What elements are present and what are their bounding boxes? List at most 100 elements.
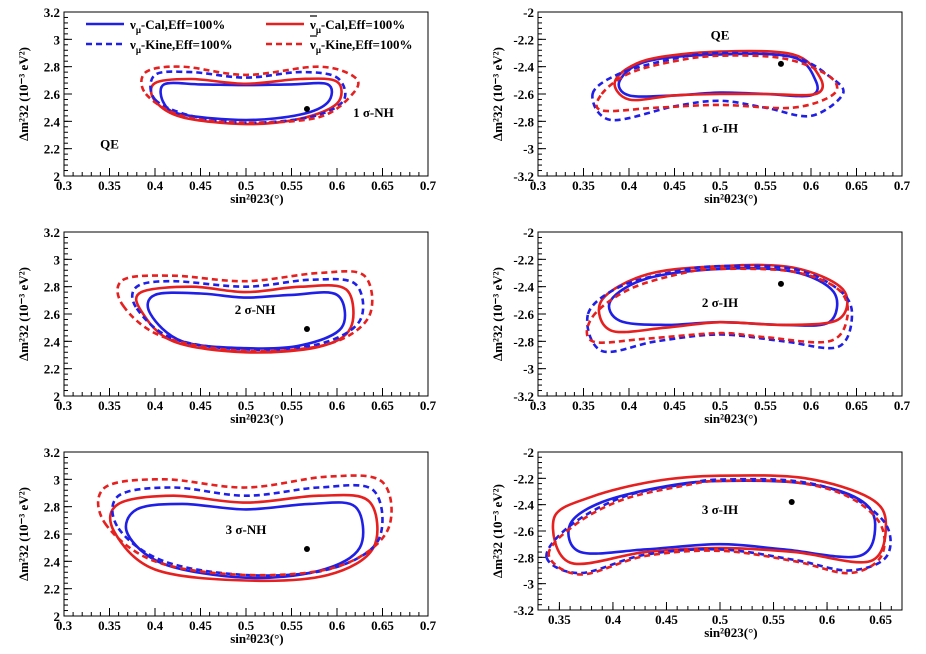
x-tick-label: 0.3	[56, 398, 73, 413]
x-tick-label: 0.6	[803, 178, 820, 193]
x-tick-label: 0.7	[894, 398, 911, 413]
x-tick-label: 0.45	[189, 178, 212, 193]
y-tick-label: 3.2	[44, 445, 60, 460]
x-tick-label: 0.5	[712, 178, 729, 193]
y-axis-label: Δm²32 (10⁻³ eV²)	[490, 47, 505, 141]
x-tick-label: 0.4	[621, 398, 638, 413]
x-tick-label: 0.35	[572, 398, 595, 413]
y-tick-label: 3.2	[44, 225, 60, 240]
x-tick-label: 0.45	[655, 612, 678, 627]
true-value-point	[777, 280, 784, 287]
x-tick-label: 0.7	[894, 178, 911, 193]
contour-nu_kine	[111, 483, 384, 577]
x-tick-label: 0.55	[754, 398, 777, 413]
y-tick-label: 2.8	[44, 280, 61, 295]
y-tick-label: -2.4	[513, 60, 534, 75]
x-tick-label: 0.45	[189, 398, 212, 413]
contour-nubar_kine	[140, 65, 360, 125]
y-tick-label: 3	[54, 252, 61, 267]
y-tick-label: 2.8	[44, 500, 61, 515]
x-tick-label: 0.45	[663, 398, 686, 413]
x-tick-label: 0.65	[845, 398, 868, 413]
x-tick-label: 0.35	[548, 612, 571, 627]
panel-annotation: 2 σ-NH	[235, 302, 276, 317]
panel-annotation: QE	[711, 27, 730, 42]
x-tick-label: 0.35	[572, 178, 595, 193]
x-tick-label: 0.6	[329, 398, 346, 413]
y-tick-label: -3.2	[513, 603, 534, 618]
x-tick-label: 0.35	[98, 178, 121, 193]
x-axis-label: sin²θ23(°)	[230, 411, 283, 426]
x-tick-label: 0.4	[621, 178, 638, 193]
y-tick-label: 2	[54, 609, 61, 624]
panel-annotation: 3 σ-IH	[702, 502, 738, 517]
contour-nubar_kine	[96, 474, 393, 577]
legend-entry-nubar_cal: νμ-Cal,Eff=100%	[266, 15, 405, 35]
legend-sub: μ	[316, 45, 321, 55]
contour-nubar_kine	[585, 267, 850, 344]
y-axis-label: Δm²32 (10⁻³ eV²)	[16, 47, 31, 141]
legend-nu: ν	[309, 37, 316, 52]
x-axis-label: sin²θ23(°)	[704, 411, 757, 426]
contour-nu_kine	[545, 477, 892, 575]
y-tick-label: -2.4	[513, 498, 534, 513]
x-tick-label: 0.6	[819, 612, 836, 627]
x-tick-label: 0.7	[420, 618, 437, 633]
panel-annotation: 2 σ-IH	[702, 295, 738, 310]
x-tick-label: 0.5	[238, 178, 255, 193]
contour-nubar_cal	[108, 493, 379, 583]
panel-p3ih: 0.35 0.4 0.45 0.5 0.55 0.6 0.65 -3.2 -3 -2.8 -2.6 -…	[490, 445, 903, 640]
panel-annotation: 3 σ-NH	[226, 522, 267, 537]
x-tick-label: 0.55	[754, 178, 777, 193]
y-tick-label: 2	[54, 169, 61, 184]
x-tick-label: 0.3	[56, 178, 73, 193]
contour-nu_cal	[124, 501, 365, 580]
x-tick-label: 0.65	[371, 618, 394, 633]
y-tick-label: -2.8	[513, 114, 534, 129]
plot-frame	[537, 231, 903, 397]
y-tick-label: -2.6	[513, 307, 534, 322]
y-tick-label: -2	[523, 225, 534, 240]
x-axis-label: sin²θ23(°)	[230, 191, 283, 206]
x-tick-label: 0.45	[189, 618, 212, 633]
y-tick-label: 2	[54, 389, 61, 404]
y-axis-label: Δm²32 (10⁻³ eV²)	[16, 487, 31, 581]
x-tick-label: 0.55	[280, 178, 303, 193]
true-value-point	[788, 499, 795, 506]
legend-sub: μ	[316, 25, 321, 35]
x-tick-label: 0.65	[869, 612, 892, 627]
x-tick-label: 0.4	[147, 618, 164, 633]
y-tick-label: -2.2	[513, 471, 534, 486]
x-axis-label: sin²θ23(°)	[704, 191, 757, 206]
x-tick-label: 0.4	[147, 398, 164, 413]
x-tick-label: 0.55	[280, 398, 303, 413]
x-tick-label: 0.3	[56, 618, 73, 633]
legend-text: -Cal,Eff=100%	[321, 17, 405, 32]
true-value-point	[777, 60, 784, 67]
panel-p1ih: 0.3 0.35 0.4 0.45 0.5 0.55 0.6 0.65 0.7 -3.2 -3 -2.…	[490, 5, 911, 206]
x-tick-label: 0.55	[280, 618, 303, 633]
x-tick-label: 0.6	[329, 618, 346, 633]
legend-text: -Cal,Eff=100%	[141, 17, 225, 32]
contour-nu_kine	[130, 277, 365, 352]
x-tick-label: 0.65	[845, 178, 868, 193]
contour-nu_cal	[146, 291, 347, 350]
legend-entry-nubar_kine: νμ-Kine,Eff=100%	[266, 35, 412, 55]
y-tick-label: 2.6	[44, 307, 61, 322]
true-value-point	[303, 106, 310, 113]
y-tick-label: -3	[523, 362, 534, 377]
y-tick-label: 2.4	[44, 334, 61, 349]
y-tick-label: 2.2	[44, 582, 60, 597]
y-tick-label: -2.8	[513, 334, 534, 349]
legend-sub: μ	[136, 25, 141, 35]
y-axis-label: Δm²32 (10⁻³ eV²)	[490, 267, 505, 361]
x-tick-label: 0.65	[371, 398, 394, 413]
x-tick-label: 0.35	[98, 618, 121, 633]
panels: 0.3 0.35 0.4 0.45 0.5 0.55 0.6 0.65 0.7 2 2.2 2.4 2.…	[16, 5, 911, 646]
y-axis-label: Δm²32 (10⁻³ eV²)	[490, 484, 505, 578]
y-tick-label: -2.2	[513, 32, 534, 47]
x-tick-label: 0.4	[147, 178, 164, 193]
panel-annotation: QE	[100, 137, 119, 152]
x-tick-label: 0.35	[98, 398, 121, 413]
